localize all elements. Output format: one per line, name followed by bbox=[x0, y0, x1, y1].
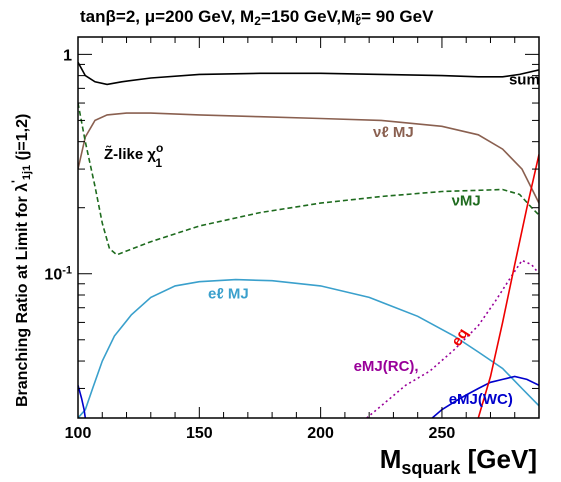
series-line-el-mj bbox=[78, 278, 539, 418]
series-label-emj-wc: eMJ(WC) bbox=[449, 391, 513, 408]
series-label-emj-rc: eMJ(RC), bbox=[354, 358, 419, 375]
title-part-2: =2, bbox=[116, 7, 145, 26]
ylabel-main: Branching Ratio at Limit for λ bbox=[14, 183, 31, 407]
annotation-sup: o bbox=[156, 141, 163, 155]
title-sub-l: ℓ̃ bbox=[355, 13, 361, 28]
y-tick-base: 10 bbox=[44, 267, 62, 284]
y-tick-label-1: 1 bbox=[63, 47, 72, 64]
series-label-sum: sum bbox=[509, 71, 540, 88]
x-axis-label: Msquark [GeV] bbox=[380, 444, 537, 478]
title-part-5: = 90 GeV bbox=[361, 7, 434, 26]
series-line-l-mj bbox=[78, 112, 539, 204]
x-tick-label-250: 250 bbox=[429, 425, 456, 442]
axis-ticks: 100 150 200 250 1 10-1 bbox=[44, 37, 540, 442]
title-mu: μ bbox=[145, 7, 155, 26]
series-label-mj: νMJ bbox=[452, 192, 481, 209]
series-line-eq bbox=[477, 154, 539, 418]
x-tick-label-150: 150 bbox=[186, 425, 213, 442]
title-part-4: =150 GeV,M bbox=[261, 7, 355, 26]
series-line-mj bbox=[78, 102, 539, 256]
chart-title: tanβ=2, μ=200 GeV, M2=150 GeV,Mℓ̃= 90 Ge… bbox=[80, 7, 434, 28]
ylabel-prime: ' bbox=[9, 180, 23, 183]
series-line-sum bbox=[78, 61, 539, 86]
x-tick-label-100: 100 bbox=[65, 425, 92, 442]
y-tick-exponent: -1 bbox=[62, 265, 72, 277]
plot-frame bbox=[77, 36, 540, 419]
title-sub-2: 2 bbox=[254, 14, 261, 28]
series-label-l-mj: νℓ MJ bbox=[373, 124, 414, 141]
svg-text:tanβ=2, μ=200 GeV, M2=150 GeV,: tanβ=2, μ=200 GeV, M2=150 GeV,Mℓ̃= 90 Ge… bbox=[80, 7, 434, 28]
xlabel-sub: squark bbox=[401, 458, 461, 478]
series-line-emj-rc bbox=[366, 259, 539, 418]
title-beta: β bbox=[106, 7, 116, 26]
xlabel-unit: [GeV] bbox=[460, 444, 537, 474]
y-tick-label-0-1: 10-1 bbox=[44, 265, 72, 284]
series-group bbox=[78, 61, 539, 418]
series-label-el-mj: eℓ MJ bbox=[208, 286, 249, 303]
xlabel-main: M bbox=[380, 444, 402, 474]
series-labels: sum νℓ MJ νMJ eℓ MJ eMJ(RC), eMJ(WC) eq bbox=[208, 71, 540, 408]
annotation-main: Z̃-like χ bbox=[104, 145, 156, 163]
series-line-unlabeled-7 bbox=[78, 385, 87, 418]
series-line-emj-wc bbox=[431, 375, 539, 418]
title-part-3: =200 GeV, M bbox=[155, 7, 254, 26]
title-part-1: tan bbox=[80, 7, 106, 26]
ylabel-tail: (j=1,2) bbox=[14, 114, 31, 165]
series-label-eq: eq bbox=[448, 325, 472, 349]
annotation-sub: 1 bbox=[155, 156, 162, 170]
y-axis-label: Branching Ratio at Limit for λ'1j1 (j=1,… bbox=[9, 114, 33, 407]
x-tick-label-200: 200 bbox=[307, 425, 334, 442]
ylabel-sub: 1j1 bbox=[21, 165, 33, 180]
neutralino-annotation: Z̃-like χo 1 bbox=[104, 141, 163, 170]
